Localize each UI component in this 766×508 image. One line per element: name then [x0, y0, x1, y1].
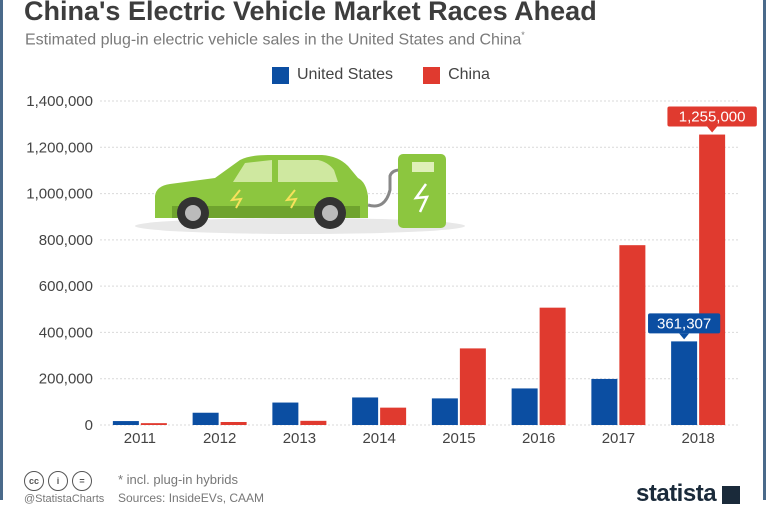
car-bolt-front-icon [229, 189, 243, 209]
bar-us-2015[interactable] [431, 398, 458, 425]
bar-us-2013[interactable] [272, 402, 299, 425]
charging-display [412, 162, 434, 172]
data-labels: 361,307 1,255,000 [648, 106, 757, 340]
y-tick-label: 800,000 [39, 232, 93, 249]
right-frame-border [763, 0, 766, 500]
bars [112, 134, 726, 426]
car-front-hub [185, 205, 201, 221]
y-tick-label: 200,000 [39, 371, 93, 388]
bar-china-2015[interactable] [459, 348, 486, 425]
attribution-icon[interactable]: i [48, 471, 68, 491]
y-tick-label: 1,000,000 [26, 186, 93, 203]
axis-labels: 0 200,000 400,000 600,000 800,000 1,000,000 1,… [26, 93, 715, 447]
statista-logo[interactable]: statista [636, 480, 717, 507]
car-rear-window [278, 160, 338, 182]
x-tick-label: 2015 [442, 430, 475, 447]
chart-subtitle: Estimated plug-in electric vehicle sales… [25, 30, 525, 49]
no-derivatives-icon[interactable]: = [72, 471, 92, 491]
chart-title: China's Electric Vehicle Market Races Ah… [24, 0, 597, 26]
y-tick-label: 1,400,000 [26, 93, 93, 110]
data-label-pointer [679, 333, 690, 340]
x-tick-label: 2014 [362, 430, 395, 447]
left-frame-border [0, 0, 3, 500]
subtitle-text: Estimated plug-in electric vehicle sales… [25, 31, 522, 49]
y-tick-label: 0 [85, 417, 93, 434]
bar-us-2016[interactable] [511, 388, 538, 425]
x-tick-label: 2011 [124, 430, 156, 447]
x-tick-label: 2017 [602, 430, 635, 447]
bar-us-2011[interactable] [112, 421, 139, 425]
data-label-pointer [707, 126, 718, 133]
car-front-window [233, 160, 272, 182]
bar-china-2011[interactable] [140, 423, 167, 425]
x-tick-label: 2012 [203, 430, 236, 447]
license-icons: cc i = [24, 471, 92, 491]
charging-bolt-icon [413, 183, 430, 213]
footnote: * incl. plug-in hybrids [118, 472, 238, 487]
legend-swatch-us [272, 66, 289, 84]
y-tick-label: 600,000 [39, 278, 93, 295]
source-note: Sources: InsideEVs, CAAM [118, 491, 265, 505]
data-label-box [648, 313, 721, 334]
x-tick-label: 2018 [681, 430, 714, 447]
car-bolt-rear-icon [284, 189, 298, 209]
electric-car-illustration [135, 154, 465, 234]
data-label-us: 361,307 [648, 313, 721, 340]
subtitle-footnote-mark: * [521, 30, 525, 40]
bar-china-2017[interactable] [619, 245, 646, 425]
legend-swatch-china [423, 66, 441, 84]
legend: United States China [272, 66, 490, 84]
bar-china-2012[interactable] [220, 421, 247, 425]
legend-item-china[interactable]: China [423, 66, 490, 84]
bar-china-2014[interactable] [380, 407, 407, 425]
legend-item-us[interactable]: United States [272, 66, 393, 84]
legend-label-china: China [448, 66, 490, 83]
statista-logo-mark [722, 486, 740, 504]
car-shadow [135, 218, 465, 234]
bar-us-2017[interactable] [591, 378, 618, 425]
bar-us-2018[interactable] [671, 341, 698, 425]
y-tick-label: 1,200,000 [26, 139, 93, 156]
car-lower-trim [172, 206, 360, 218]
x-tick-label: 2013 [283, 430, 316, 447]
y-tick-label: 400,000 [39, 324, 93, 341]
legend-label-us: United States [297, 66, 394, 83]
social-handle[interactable]: @StatistaCharts [24, 493, 105, 505]
bar-chart: 0 200,000 400,000 600,000 800,000 1,000,000 1,… [26, 93, 757, 447]
cc-license-icon[interactable]: cc [24, 471, 44, 491]
bar-china-2013[interactable] [300, 420, 327, 425]
data-label-china: 1,255,000 [667, 106, 757, 133]
bar-china-2018[interactable] [699, 134, 726, 426]
charging-cable [367, 168, 401, 208]
data-label-box [667, 106, 757, 127]
bar-us-2012[interactable] [192, 412, 219, 425]
bar-us-2014[interactable] [352, 397, 379, 425]
data-label-text: 1,255,000 [679, 109, 746, 126]
data-label-text: 361,307 [657, 315, 711, 332]
bar-china-2016[interactable] [539, 307, 566, 425]
x-tick-label: 2016 [522, 430, 555, 447]
car-rear-hub [322, 205, 338, 221]
